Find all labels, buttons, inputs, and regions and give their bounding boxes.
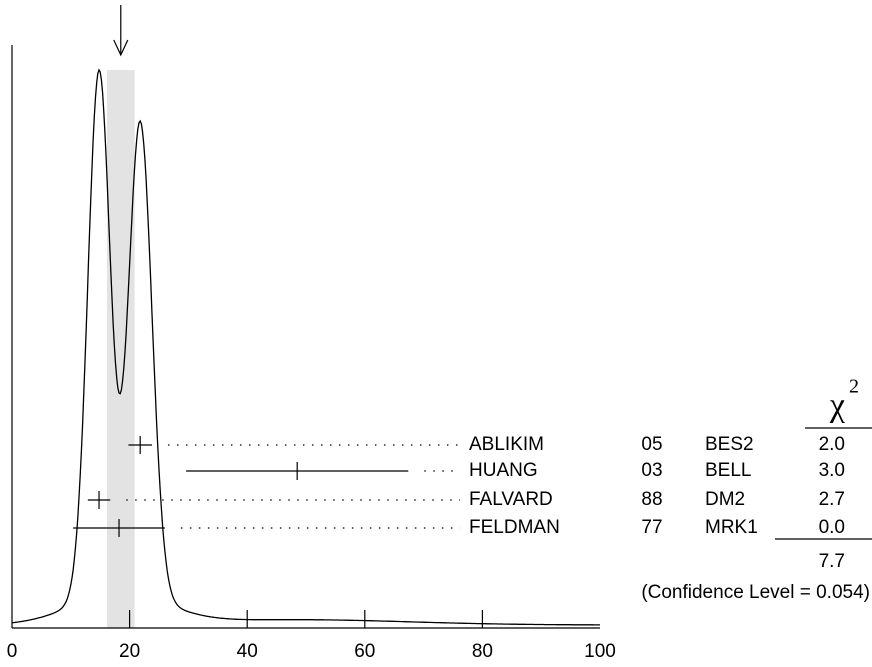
measurement-chi2: 2.7 — [819, 489, 845, 510]
arrow-head — [113, 39, 129, 57]
measurement-year: 05 — [641, 434, 662, 455]
chi2-exponent: 2 — [849, 376, 859, 398]
x-tick-label: 20 — [119, 641, 140, 662]
measurement-experiment: BES2 — [705, 434, 754, 455]
x-tick-label: 0 — [7, 641, 18, 662]
measurement-experiment: MRK1 — [705, 517, 758, 538]
measurement-chi2: 0.0 — [819, 517, 845, 538]
measurement-experiment: BELL — [705, 460, 751, 481]
chi2-symbol: χ — [829, 387, 845, 424]
measurement-chi2: 3.0 — [819, 460, 845, 481]
measurement-name: FELDMAN — [469, 517, 560, 538]
confidence-level: (Confidence Level = 0.054) — [641, 582, 870, 603]
x-tick-label: 60 — [354, 641, 375, 662]
measurement-experiment: DM2 — [705, 489, 745, 510]
measurement-year: 03 — [641, 460, 662, 481]
x-tick-label: 100 — [584, 641, 616, 662]
measurement-name: ABLIKIM — [469, 434, 544, 455]
measurement-name: HUANG — [469, 460, 538, 481]
measurement-year: 77 — [641, 517, 662, 538]
chi2-total: 7.7 — [819, 551, 845, 572]
measurement-year: 88 — [641, 489, 662, 510]
x-tick-label: 40 — [237, 641, 258, 662]
average-band — [106, 70, 135, 628]
measurement-name: FALVARD — [469, 489, 553, 510]
x-tick-label: 80 — [472, 641, 493, 662]
ideogram-curve — [11, 68, 600, 626]
measurement-chi2: 2.0 — [819, 434, 845, 455]
